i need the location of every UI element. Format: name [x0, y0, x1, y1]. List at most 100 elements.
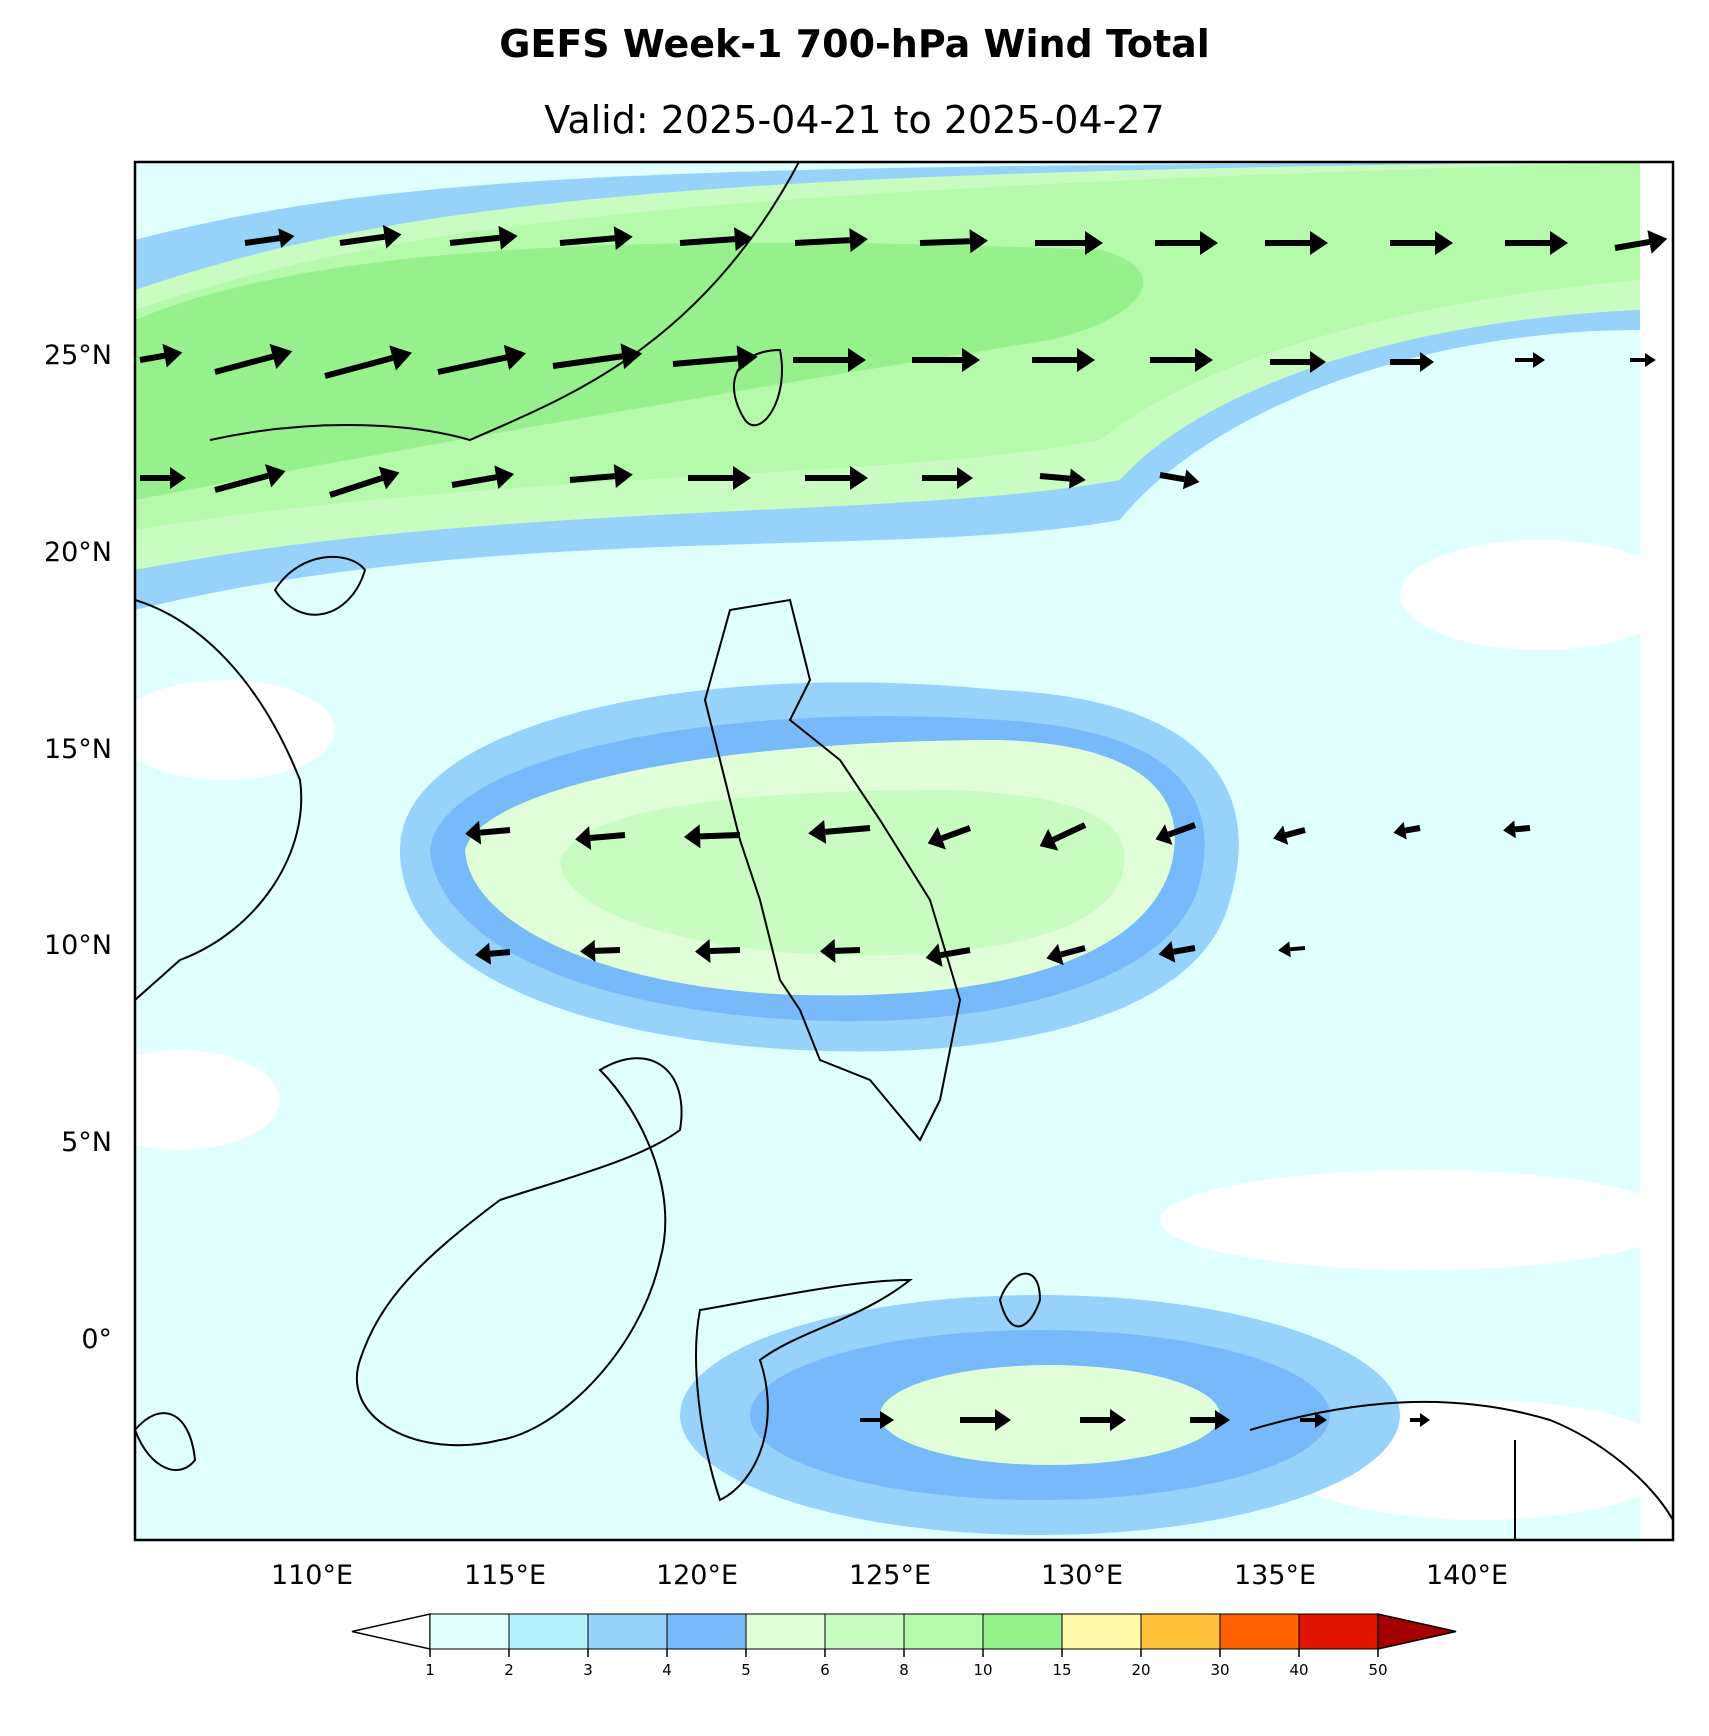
wind-arrow [805, 466, 868, 490]
wind-arrow [1265, 231, 1328, 255]
wind-arrow [1503, 820, 1531, 839]
lon-label: 115°E [463, 1560, 547, 1591]
colorbar-swatch [1219, 1613, 1300, 1650]
lon-label: 125°E [848, 1560, 932, 1591]
wind-arrow [449, 225, 518, 250]
wind-arrow [672, 345, 758, 372]
map-subtitle: Valid: 2025-04-21 to 2025-04-27 [544, 98, 1165, 142]
colorbar-extend-high [1377, 1613, 1457, 1650]
wind-arrow [860, 1411, 894, 1429]
colorbar-swatch [824, 1613, 905, 1650]
wind-arrow [1410, 1413, 1430, 1427]
wind-arrow [1159, 469, 1200, 490]
colorbar-swatch [1298, 1613, 1379, 1650]
wind-arrow [919, 229, 988, 254]
colorbar-swatch [1061, 1613, 1142, 1650]
wind-arrow [451, 465, 515, 490]
wind-arrow [695, 939, 741, 964]
colorbar-tick-label: 30 [1210, 1661, 1230, 1679]
lon-label: 140°E [1425, 1560, 1509, 1591]
wind-arrow [139, 343, 183, 368]
wind-arrow [1039, 468, 1086, 489]
wind-arrow [1039, 822, 1087, 851]
colorbar-tick-label: 40 [1289, 1661, 1309, 1679]
colorbar-tick-label: 20 [1131, 1661, 1151, 1679]
colorbar-swatch [587, 1613, 668, 1650]
wind-arrow [922, 467, 973, 489]
coastlines [135, 162, 1673, 1540]
wind-speed-field [135, 162, 1673, 1540]
wind-arrow [214, 464, 286, 493]
colorbar-swatch [982, 1613, 1063, 1650]
colorbar-extend-low [351, 1613, 431, 1650]
lat-label: 10°N [43, 930, 112, 961]
colorbar-tick-label: 50 [1368, 1661, 1388, 1679]
wind-arrow [339, 224, 402, 249]
colorbar-tick-label: 2 [504, 1661, 514, 1679]
wind-arrow [1158, 940, 1196, 963]
wind-arrow [912, 348, 980, 372]
wind-arrow [808, 819, 871, 844]
wind-arrow [679, 227, 753, 252]
wind-arrow [1155, 231, 1218, 255]
colorbar-swatch [745, 1613, 826, 1650]
wind-arrow [1270, 351, 1326, 373]
lat-label: 25°N [43, 340, 112, 371]
wind-arrow [1046, 943, 1086, 966]
wind-arrow [559, 226, 633, 251]
lon-label: 120°E [655, 1560, 739, 1591]
colorbar-tick-label: 3 [583, 1661, 593, 1679]
wind-arrow [684, 824, 741, 849]
wind-arrow [475, 942, 511, 965]
wind-arrow [1273, 825, 1306, 845]
wind-arrow [793, 348, 866, 372]
wind-arrow [1515, 352, 1545, 368]
wind-arrow [1150, 348, 1213, 372]
colorbar-tick-label: 1 [425, 1661, 435, 1679]
wind-arrow [1505, 231, 1568, 255]
colorbar-swatch [429, 1613, 510, 1650]
wind-arrow [580, 939, 621, 962]
colorbar-swatch [666, 1613, 747, 1650]
lon-label: 130°E [1040, 1560, 1124, 1591]
lat-label: 0° [81, 1324, 112, 1355]
wind-arrow [329, 466, 400, 498]
wind-vectors [139, 224, 1668, 1431]
colorbar-tick-label: 6 [820, 1661, 830, 1679]
wind-arrow [1614, 230, 1668, 254]
lat-label: 15°N [43, 734, 112, 765]
lon-label: 110°E [270, 1560, 354, 1591]
wind-arrow [575, 826, 626, 851]
wind-arrow [1393, 821, 1421, 840]
wind-arrow [1278, 941, 1306, 958]
colorbar-tick-label: 5 [741, 1661, 751, 1679]
wind-arrow [794, 228, 868, 253]
wind-arrow [437, 344, 527, 375]
lon-label: 135°E [1233, 1560, 1317, 1591]
wind-arrow [214, 343, 293, 375]
colorbar-swatch [508, 1613, 589, 1650]
colorbar [351, 1613, 1457, 1657]
wind-arrow [324, 345, 412, 379]
colorbar-tick-label: 15 [1052, 1661, 1072, 1679]
colorbar-tick-label: 4 [662, 1661, 672, 1679]
wind-arrow [1032, 348, 1095, 372]
colorbar-swatch [1140, 1613, 1221, 1650]
wind-arrow [688, 466, 751, 490]
wind-arrow [1190, 1410, 1230, 1430]
wind-arrow [960, 1409, 1011, 1431]
wind-arrow [552, 343, 643, 370]
colorbar-swatch [903, 1613, 984, 1650]
map-title: GEFS Week-1 700-hPa Wind Total [499, 22, 1210, 66]
lat-label: 20°N [43, 537, 112, 568]
wind-arrow [1155, 822, 1197, 845]
wind-arrow [465, 820, 511, 845]
wind-arrow [1080, 1409, 1126, 1431]
lat-label: 5°N [61, 1127, 112, 1158]
wind-arrow [1300, 1412, 1327, 1428]
wind-arrow [1390, 352, 1434, 372]
colorbar-tick-label: 10 [973, 1661, 993, 1679]
wind-arrow [927, 825, 972, 850]
wind-arrow [820, 938, 861, 963]
